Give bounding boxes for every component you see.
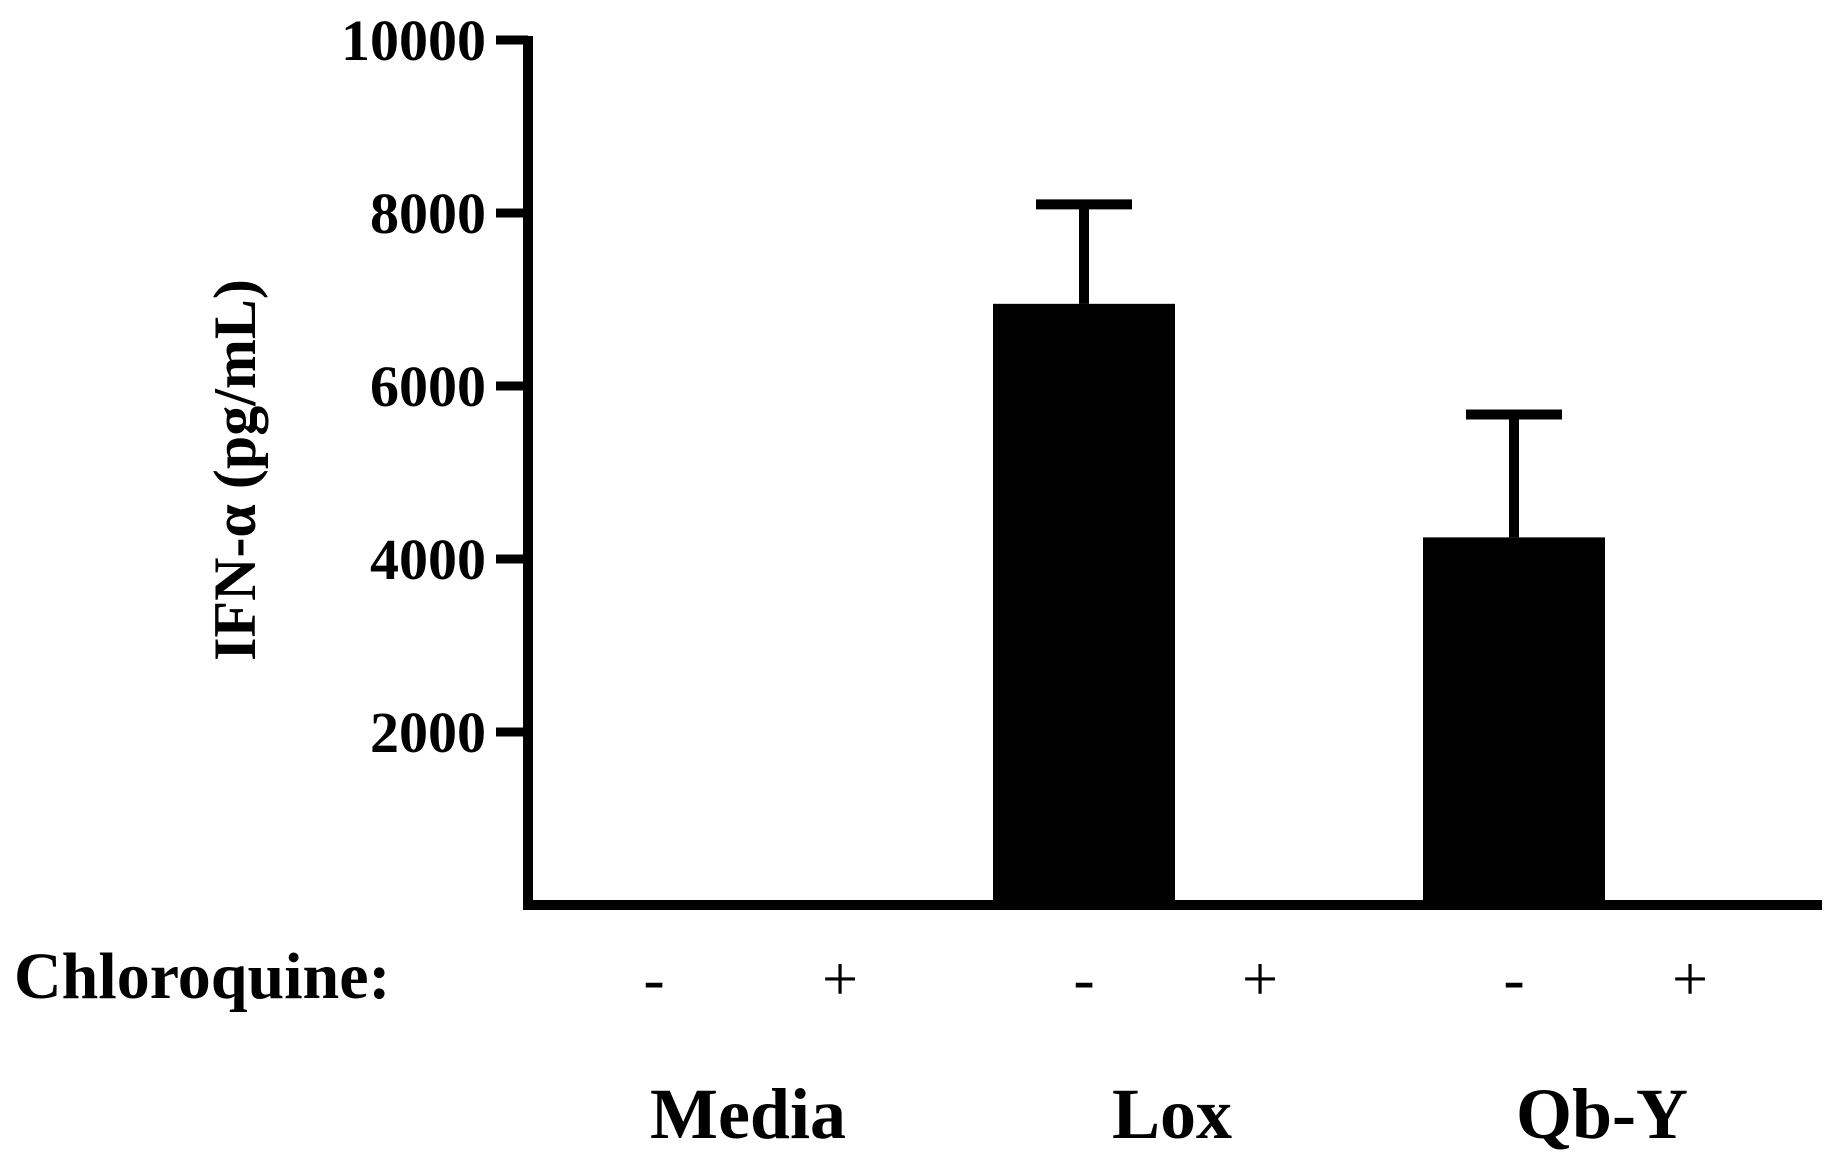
y-tick-label: 8000	[370, 181, 486, 246]
y-tick-label: 6000	[370, 354, 486, 419]
chloroquine-sign: -	[643, 943, 664, 1014]
bars-layer	[563, 303, 1781, 906]
group-label: Lox	[1112, 1074, 1232, 1153]
group-label: Qb-Y	[1516, 1074, 1688, 1153]
chloroquine-sign: -	[1503, 943, 1524, 1014]
y-tick-label: 10000	[341, 8, 486, 73]
y-axis-label: IFN-α (pg/mL)	[202, 279, 268, 661]
condition-label: Chloroquine:	[14, 940, 391, 1013]
chloroquine-sign: +	[1242, 943, 1278, 1014]
y-tick-label: 2000	[370, 700, 486, 765]
error-bars-layer	[1036, 199, 1562, 538]
y-ticks: 2000 4000 6000 8000 10000	[341, 8, 528, 765]
bar-lox-minus	[993, 303, 1175, 905]
axes	[523, 36, 1822, 910]
chloroquine-sign: +	[1672, 943, 1708, 1014]
bar-qb-y-minus	[1423, 537, 1605, 905]
chloroquine-sign: +	[822, 943, 858, 1014]
x-labels: - + - + - + Media Lox Qb-Y	[643, 943, 1708, 1153]
group-label: Media	[650, 1074, 846, 1153]
y-tick-label: 4000	[370, 527, 486, 592]
chloroquine-sign: -	[1073, 943, 1094, 1014]
